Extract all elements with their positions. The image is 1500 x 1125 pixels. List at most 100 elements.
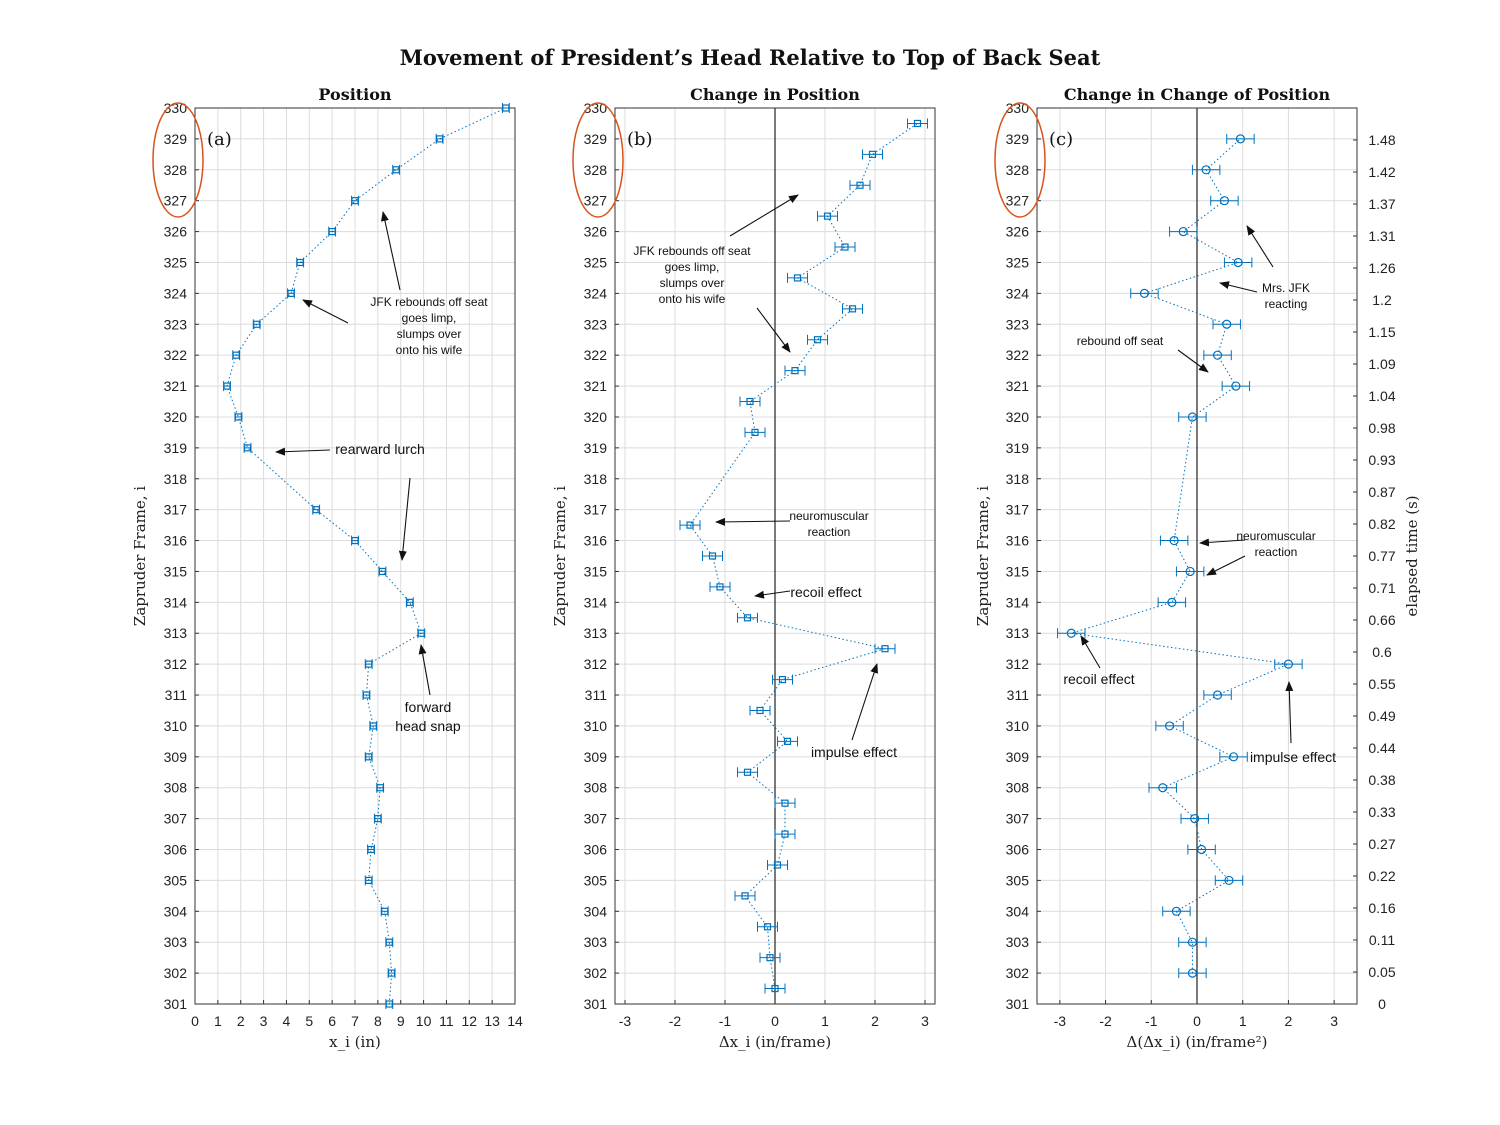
annotation-text: onto his wife: [659, 292, 726, 306]
time-tick-label: 0.11: [1369, 932, 1395, 948]
x-axis-label: Δ(Δx_i) (in/frame²): [1127, 1033, 1268, 1051]
data-point: [365, 876, 373, 885]
x-tick-label: 6: [328, 1013, 336, 1029]
time-tick-label: 1.31: [1368, 228, 1395, 244]
x-tick-label: 2: [871, 1013, 879, 1029]
highlight-ellipse: [572, 102, 624, 218]
data-point: [362, 691, 371, 699]
y-tick-label: 302: [1006, 965, 1030, 981]
data-point: [1233, 257, 1243, 268]
time-tick-label: 0.38: [1368, 772, 1395, 788]
annotation-text: rearward lurch: [335, 441, 424, 457]
time-tick-label: 1.48: [1368, 132, 1395, 148]
time-tick-label: 1.09: [1368, 356, 1395, 372]
y-tick-label: 321: [584, 378, 608, 394]
time-tick-label: 0.22: [1368, 868, 1395, 884]
data-point: [351, 197, 359, 205]
time-tick-label: 0.66: [1368, 612, 1395, 628]
x-tick-label: 1: [1239, 1013, 1247, 1029]
time-tick-label: 0.05: [1368, 964, 1395, 980]
annotation-text: goes limp,: [665, 260, 720, 274]
x-tick-label: -3: [619, 1013, 632, 1029]
data-point: [766, 954, 774, 962]
data-point: [1164, 721, 1175, 731]
y-tick-label: 320: [584, 409, 608, 425]
x-tick-label: -3: [1054, 1013, 1067, 1029]
data-point: [365, 660, 373, 668]
time-tick-label: 1.26: [1368, 260, 1395, 276]
data-point: [1187, 937, 1198, 947]
annotation-arrow: [381, 211, 401, 291]
annotation-arrow: [398, 477, 411, 561]
data-point: [1228, 752, 1239, 762]
y-tick-label: 308: [164, 780, 188, 796]
annotation-arrow: [851, 663, 878, 741]
y-tick-label: 310: [164, 718, 188, 734]
annotation-text: JFK rebounds off seat: [633, 244, 751, 258]
x-tick-label: 3: [1330, 1013, 1338, 1029]
data-point: [1196, 844, 1207, 855]
x-tick-label: 12: [461, 1013, 477, 1029]
y-tick-label: 319: [584, 440, 608, 456]
y-tick-label: 304: [164, 903, 188, 919]
data-point: [848, 305, 857, 313]
y-tick-label: 321: [1006, 378, 1030, 394]
y-tick-label: 306: [1006, 842, 1030, 858]
time-tick-label: 0.87: [1368, 484, 1395, 500]
y-tick-label: 312: [1006, 656, 1030, 672]
data-point: [781, 830, 789, 838]
y-tick-label: 325: [584, 254, 608, 270]
y-tick-label: 323: [164, 316, 188, 332]
data-point: [1169, 535, 1179, 546]
annotation-arrow: [275, 447, 331, 456]
y-axis-label: Zapruder Frame, i: [551, 486, 569, 626]
y-tick-label: 308: [584, 780, 608, 796]
annotation-text: forward: [405, 699, 452, 715]
x-tick-label: 13: [484, 1013, 500, 1029]
data-point: [387, 969, 396, 977]
data-point: [365, 753, 373, 761]
data-point: [1171, 906, 1182, 916]
data-point: [243, 444, 252, 452]
y-tick-label: 321: [164, 378, 188, 394]
time-axis-label: elapsed time (s): [1403, 495, 1421, 616]
y-tick-label: 324: [584, 285, 608, 301]
x-tick-label: -1: [719, 1013, 732, 1029]
y-tick-label: 312: [164, 656, 188, 672]
x-tick-label: -1: [1145, 1013, 1158, 1029]
time-tick-label: 0.44: [1368, 740, 1395, 756]
y-tick-label: 306: [584, 842, 608, 858]
data-point: [708, 552, 717, 560]
data-point: [716, 583, 724, 591]
highlight-ellipse: [994, 102, 1046, 218]
x-tick-label: 3: [260, 1013, 268, 1029]
y-tick-label: 325: [164, 254, 188, 270]
annotation-text: impulse effect: [811, 744, 897, 760]
time-tick-label: 0.71: [1368, 580, 1395, 596]
y-tick-label: 305: [1006, 872, 1030, 888]
annotation-arrow: [1219, 281, 1258, 293]
annotation-text: reacting: [1265, 297, 1308, 311]
y-tick-label: 313: [1006, 625, 1030, 641]
x-tick-label: 11: [439, 1013, 454, 1029]
y-tick-label: 318: [164, 471, 188, 487]
x-tick-label: 3: [921, 1013, 929, 1029]
data-point: [1235, 134, 1246, 144]
time-tick-label: 0.27: [1368, 836, 1395, 852]
annotation-arrow: [418, 644, 431, 696]
annotation-arrow: [1246, 225, 1274, 268]
y-tick-label: 316: [164, 533, 188, 549]
y-tick-label: 301: [164, 996, 188, 1012]
annotation-text: slumps over: [397, 327, 462, 341]
annotation-arrow: [302, 299, 349, 324]
data-point: [328, 227, 336, 236]
y-tick-label: 326: [1006, 224, 1030, 240]
y-tick-label: 313: [584, 625, 608, 641]
y-tick-label: 323: [1006, 316, 1030, 332]
highlight-ellipse: [152, 102, 204, 218]
y-tick-label: 314: [1006, 594, 1030, 610]
y-tick-label: 322: [164, 347, 188, 363]
data-point: [253, 320, 261, 328]
data-point: [376, 784, 384, 792]
x-tick-label: 2: [237, 1013, 245, 1029]
